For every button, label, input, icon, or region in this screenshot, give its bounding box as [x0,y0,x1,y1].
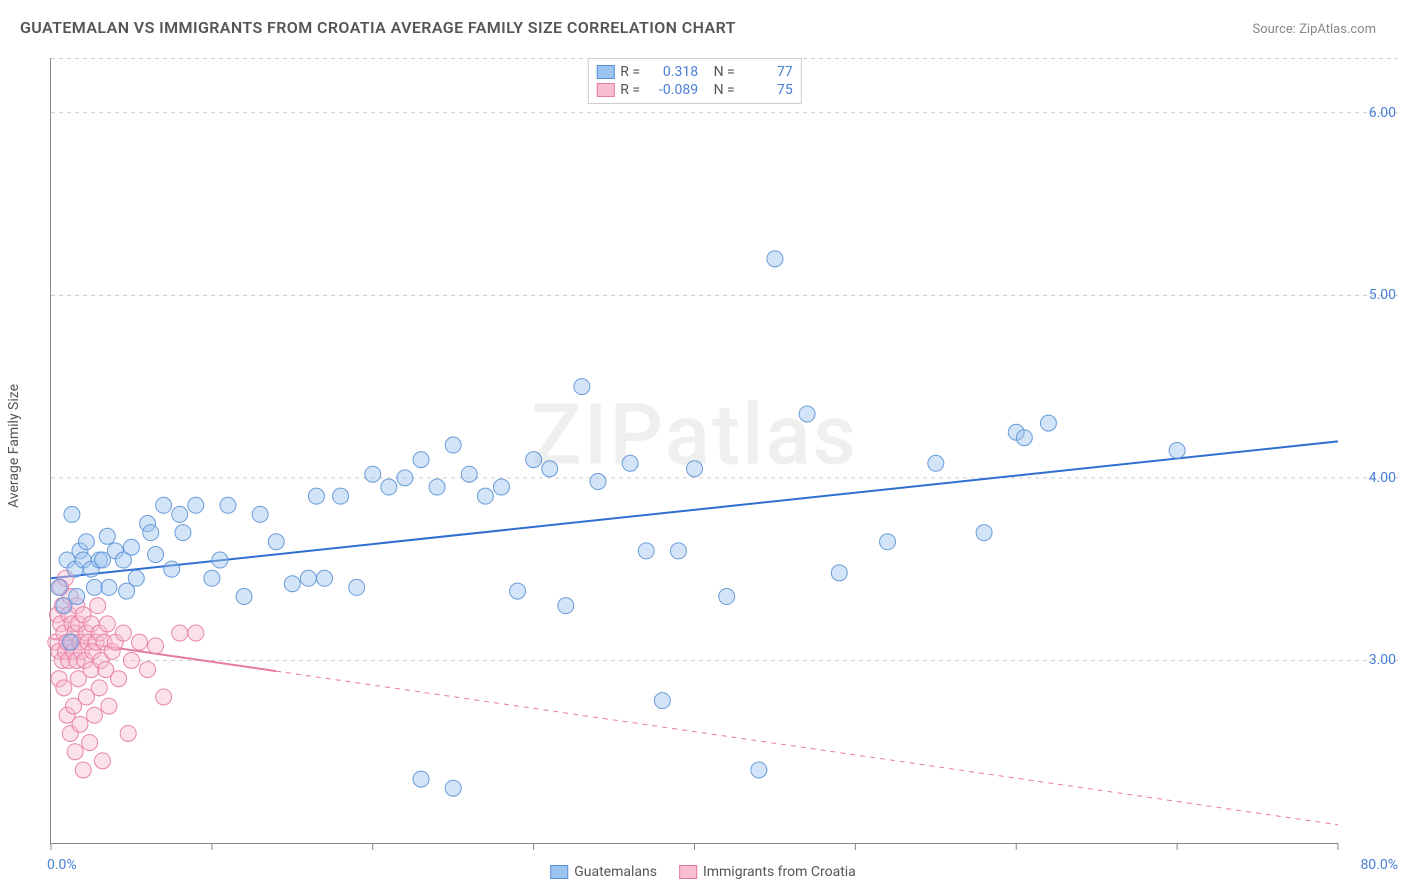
r-value-2: -0.089 [646,82,698,98]
y-tick-label: 6.00 [1369,105,1396,121]
n-prefix-2: N = [714,82,735,98]
plot-svg [51,58,1338,843]
n-value-2: 75 [741,82,793,98]
x-axis-max-label: 80.0% [1360,857,1398,873]
n-value-1: 77 [741,64,793,80]
y-tick-label: 5.00 [1369,287,1396,303]
n-prefix-1: N = [714,64,735,80]
bottom-legend: Guatemalans Immigrants from Croatia [550,864,856,880]
legend-item-1: Guatemalans [550,864,657,880]
stats-row-1: R = 0.318 N = 77 [596,63,792,81]
x-axis-min-label: 0.0% [47,857,77,873]
legend-label-1: Guatemalans [574,864,657,880]
stats-legend: R = 0.318 N = 77 R = -0.089 N = 75 [587,58,801,104]
r-value-1: 0.318 [646,64,698,80]
legend-item-2: Immigrants from Croatia [679,864,856,880]
source-link[interactable]: ZipAtlas.com [1299,22,1376,37]
source-credit: Source: ZipAtlas.com [1252,22,1376,37]
r-prefix-1: R = [620,64,640,80]
y-axis-title: Average Family Size [6,384,22,508]
chart-title: GUATEMALAN VS IMMIGRANTS FROM CROATIA AV… [20,18,736,37]
swatch-series-1 [596,65,614,79]
legend-label-2: Immigrants from Croatia [703,864,856,880]
swatch-series-2 [596,83,614,97]
y-tick-label: 3.00 [1369,652,1396,668]
plot-area: ZIPatlas R = 0.318 N = 77 R = -0.089 N =… [50,58,1338,844]
y-tick-label: 4.00 [1369,470,1396,486]
stats-row-2: R = -0.089 N = 75 [596,81,792,99]
legend-swatch-2 [679,865,697,879]
source-prefix: Source: [1252,22,1299,37]
r-prefix-2: R = [620,82,640,98]
legend-swatch-1 [550,865,568,879]
